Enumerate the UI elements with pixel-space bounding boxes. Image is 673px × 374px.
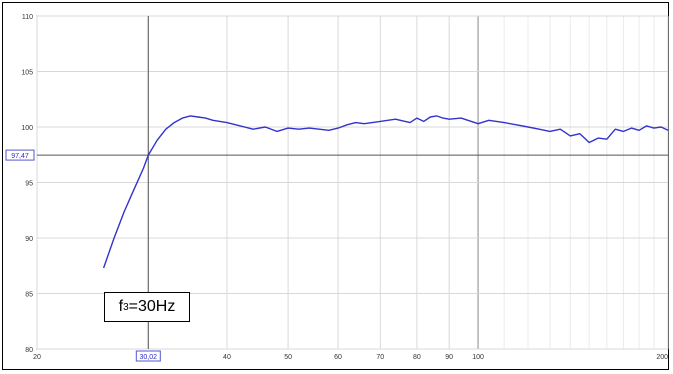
y-tick-label: 85 xyxy=(25,292,33,299)
y-tick-label: 80 xyxy=(25,347,33,354)
f3-annotation: f 3 =30Hz xyxy=(104,292,190,322)
y-tick-label: 105 xyxy=(21,70,33,77)
x-tick-label: 50 xyxy=(284,354,292,361)
annotation-text: =30Hz xyxy=(128,298,176,315)
grid xyxy=(36,15,669,350)
x-tick-label: 200 xyxy=(656,354,668,361)
y-tick-label: 90 xyxy=(25,236,33,243)
y-tick-label: 100 xyxy=(21,125,33,132)
annotation-prefix: f xyxy=(118,298,124,315)
frequency-response-chart: 20 30,02 40 50 60 70 80 90 100 200 80 85 90 95 97,47 10… xyxy=(5,14,669,362)
cursor-x-label-box xyxy=(135,350,161,362)
y-tick-label: 95 xyxy=(25,181,33,188)
x-tick-label: 70 xyxy=(376,354,384,361)
cursor-y-label-box xyxy=(5,149,35,161)
y-tick-label: 110 xyxy=(22,14,33,21)
tick-labels: 20 30,02 40 50 60 70 80 90 100 200 80 85 90 95 97,47 10… xyxy=(5,14,668,362)
series-line xyxy=(102,115,669,269)
x-tick-label: 40 xyxy=(223,354,231,361)
chart-frame: 20 30,02 40 50 60 70 80 90 100 200 80 85 90 95 97,47 10… xyxy=(2,2,669,370)
annotation-subscript: 3 xyxy=(123,301,129,313)
x-tick-label: 20 xyxy=(33,354,41,361)
x-tick-label: 80 xyxy=(413,354,421,361)
cursor-x-label: 30,02 xyxy=(140,354,158,361)
x-tick-label: 60 xyxy=(334,354,342,361)
x-tick-label: 100 xyxy=(472,354,484,361)
series xyxy=(102,115,669,269)
cursor-y-label: 97,47 xyxy=(11,153,29,160)
x-tick-label: 90 xyxy=(445,354,453,361)
